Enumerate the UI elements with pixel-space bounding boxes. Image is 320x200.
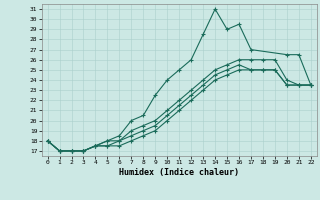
X-axis label: Humidex (Indice chaleur): Humidex (Indice chaleur) [119, 168, 239, 177]
